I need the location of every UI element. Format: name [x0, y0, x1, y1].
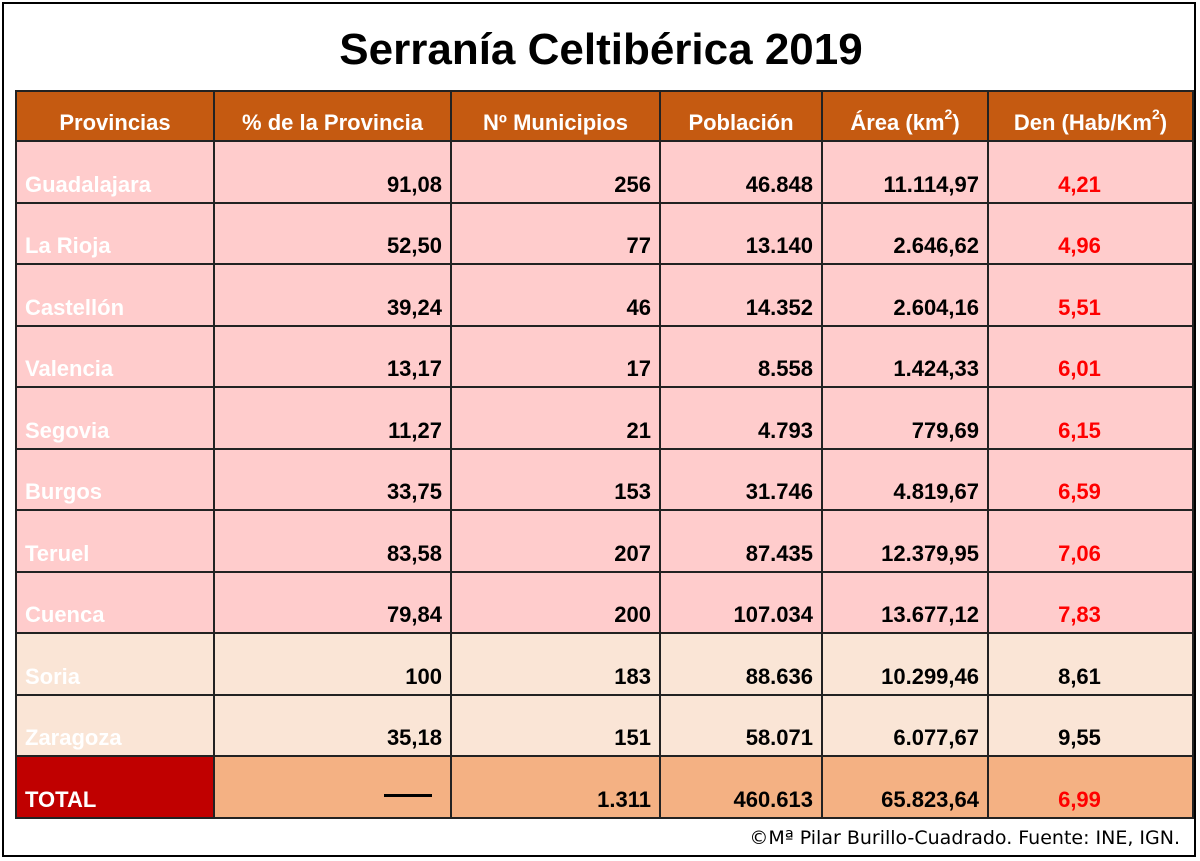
- cell-provincia: Zaragoza: [15, 693, 215, 757]
- cell-poblacion: 87.435: [659, 509, 823, 573]
- cell-area: 2.604,16: [821, 263, 989, 327]
- header-pct: % de la Provincia: [213, 90, 452, 142]
- cell-area: 13.677,12: [821, 570, 989, 634]
- total-pct-dash: [213, 755, 452, 819]
- table-row: Segovia 11,27 21 4.793 779,69 6,15: [15, 386, 1194, 450]
- cell-municipios: 183: [450, 632, 661, 696]
- cell-provincia: Castellón: [15, 263, 215, 327]
- header-provincias: Provincias: [15, 90, 215, 142]
- cell-area: 6.077,67: [821, 693, 989, 757]
- cell-den: 5,51: [987, 263, 1194, 327]
- header-area: Área (km2): [821, 90, 989, 142]
- table-row: Guadalajara 91,08 256 46.848 11.114,97 4…: [15, 140, 1194, 204]
- cell-pct: 33,75: [213, 447, 452, 511]
- cell-pct: 83,58: [213, 509, 452, 573]
- cell-pct: 79,84: [213, 570, 452, 634]
- cell-pct: 11,27: [213, 386, 452, 450]
- cell-poblacion: 88.636: [659, 632, 823, 696]
- cell-pct: 13,17: [213, 324, 452, 388]
- table-row: Burgos 33,75 153 31.746 4.819,67 6,59: [15, 447, 1194, 511]
- cell-den: 6,01: [987, 324, 1194, 388]
- cell-provincia: Burgos: [15, 447, 215, 511]
- table-row: Castellón 39,24 46 14.352 2.604,16 5,51: [15, 263, 1194, 327]
- cell-den: 9,55: [987, 693, 1194, 757]
- cell-municipios: 17: [450, 324, 661, 388]
- cell-poblacion: 4.793: [659, 386, 823, 450]
- table-row: Zaragoza 35,18 151 58.071 6.077,67 9,55: [15, 693, 1194, 757]
- cell-poblacion: 58.071: [659, 693, 823, 757]
- cell-area: 1.424,33: [821, 324, 989, 388]
- table-row: Cuenca 79,84 200 107.034 13.677,12 7,83: [15, 570, 1194, 634]
- table-row: Valencia 13,17 17 8.558 1.424,33 6,01: [15, 324, 1194, 388]
- cell-den: 4,21: [987, 140, 1194, 204]
- cell-municipios: 46: [450, 263, 661, 327]
- cell-municipios: 207: [450, 509, 661, 573]
- cell-municipios: 153: [450, 447, 661, 511]
- cell-area: 2.646,62: [821, 201, 989, 265]
- cell-area: 4.819,67: [821, 447, 989, 511]
- cell-area: 10.299,46: [821, 632, 989, 696]
- total-den: 6,99: [987, 755, 1194, 819]
- cell-pct: 91,08: [213, 140, 452, 204]
- cell-pct: 52,50: [213, 201, 452, 265]
- cell-den: 7,83: [987, 570, 1194, 634]
- cell-municipios: 256: [450, 140, 661, 204]
- source-credit: ©Mª Pilar Burillo-Cuadrado. Fuente: INE,…: [749, 827, 1180, 849]
- total-area: 65.823,64: [821, 755, 989, 819]
- cell-provincia: Segovia: [15, 386, 215, 450]
- cell-den: 8,61: [987, 632, 1194, 696]
- header-row: Provincias % de la Provincia Nº Municipi…: [15, 90, 1194, 142]
- cell-pct: 39,24: [213, 263, 452, 327]
- cell-provincia: La Rioja: [15, 201, 215, 265]
- total-municipios: 1.311: [450, 755, 661, 819]
- cell-provincia: Soria: [15, 632, 215, 696]
- cell-poblacion: 13.140: [659, 201, 823, 265]
- data-table: Provincias % de la Provincia Nº Municipi…: [15, 90, 1194, 819]
- total-row: TOTAL 1.311 460.613 65.823,64 6,99: [15, 755, 1194, 819]
- dash-mark: [384, 794, 432, 798]
- cell-poblacion: 46.848: [659, 140, 823, 204]
- cell-pct: 35,18: [213, 693, 452, 757]
- table-row: Soria 100 183 88.636 10.299,46 8,61: [15, 632, 1194, 696]
- cell-municipios: 151: [450, 693, 661, 757]
- header-den: Den (Hab/Km2): [987, 90, 1194, 142]
- header-poblacion: Población: [659, 90, 823, 142]
- cell-provincia: Teruel: [15, 509, 215, 573]
- cell-poblacion: 14.352: [659, 263, 823, 327]
- cell-municipios: 77: [450, 201, 661, 265]
- cell-poblacion: 8.558: [659, 324, 823, 388]
- cell-area: 779,69: [821, 386, 989, 450]
- cell-den: 6,15: [987, 386, 1194, 450]
- cell-area: 11.114,97: [821, 140, 989, 204]
- cell-poblacion: 107.034: [659, 570, 823, 634]
- page-title: Serranía Celtibérica 2019: [339, 25, 863, 74]
- header-municipios: Nº Municipios: [450, 90, 661, 142]
- cell-area: 12.379,95: [821, 509, 989, 573]
- total-label: TOTAL: [15, 755, 215, 819]
- cell-den: 6,59: [987, 447, 1194, 511]
- cell-den: 4,96: [987, 201, 1194, 265]
- cell-poblacion: 31.746: [659, 447, 823, 511]
- total-poblacion: 460.613: [659, 755, 823, 819]
- cell-provincia: Guadalajara: [15, 140, 215, 204]
- cell-provincia: Cuenca: [15, 570, 215, 634]
- cell-pct: 100: [213, 632, 452, 696]
- cell-provincia: Valencia: [15, 324, 215, 388]
- cell-den: 7,06: [987, 509, 1194, 573]
- table-row: La Rioja 52,50 77 13.140 2.646,62 4,96: [15, 201, 1194, 265]
- table-row: Teruel 83,58 207 87.435 12.379,95 7,06: [15, 509, 1194, 573]
- cell-municipios: 200: [450, 570, 661, 634]
- cell-municipios: 21: [450, 386, 661, 450]
